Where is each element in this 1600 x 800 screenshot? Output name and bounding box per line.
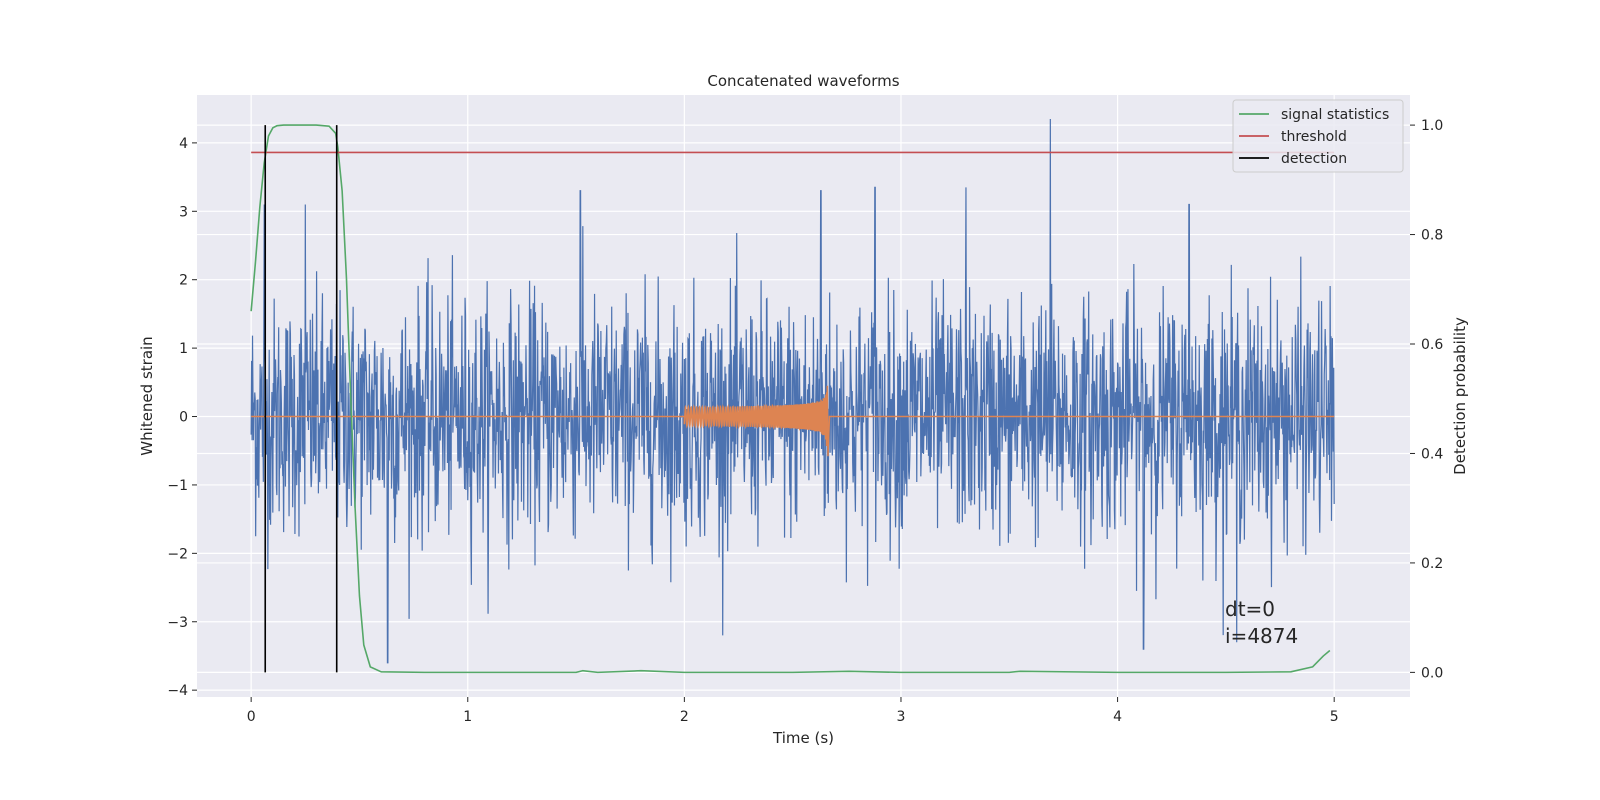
y-tick-label: −3 (167, 615, 188, 631)
chart-title: Concatenated waveforms (707, 72, 899, 90)
y-tick-label: −2 (167, 546, 188, 562)
legend-box (1232, 99, 1404, 173)
legend-label: detection (1281, 151, 1347, 167)
y-right-tick-label: 0.8 (1421, 228, 1443, 244)
y-axis-label-right: Detection probability (1451, 317, 1469, 475)
axes-layer: 0 1 2 3 4 5 −4 −3 −2 −1 0 1 2 3 4 0.0 0.2 0.4 0.6 0.8 1.0 (167, 118, 1443, 725)
chirp-template-line (251, 385, 1335, 457)
legend-label: threshold (1281, 129, 1347, 145)
x-tick-label: 2 (680, 709, 689, 725)
x-tick-label: 5 (1330, 709, 1339, 725)
y-tick-label: 4 (179, 136, 188, 152)
legend-label: signal statistics (1281, 107, 1389, 123)
y-tick-label: 2 (179, 273, 188, 289)
y-tick-label: −4 (167, 683, 188, 699)
x-tick-label: 1 (463, 709, 472, 725)
series-layer (250, 118, 1335, 674)
x-axis-label: Time (s) (772, 729, 834, 747)
annotation-index: i=4874 (1225, 624, 1298, 648)
y-tick-label: 1 (179, 341, 188, 357)
y-tick-label: 3 (179, 204, 188, 220)
y-right-tick-label: 1.0 (1421, 118, 1443, 134)
strain-series-line (250, 118, 1335, 664)
annotation-dt: dt=0 (1225, 597, 1275, 621)
y-right-tick-label: 0.0 (1421, 665, 1443, 681)
y-right-tick-label: 0.4 (1421, 446, 1443, 462)
signal-statistics-line (250, 124, 1331, 674)
y-right-tick-label: 0.6 (1421, 337, 1443, 353)
x-tick-label: 4 (1113, 709, 1122, 725)
y-right-tick-label: 0.2 (1421, 556, 1443, 572)
x-tick-label: 0 (247, 709, 256, 725)
x-tick-label: 3 (897, 709, 906, 725)
y-tick-label: −1 (167, 478, 188, 494)
y-axis-label: Whitened strain (138, 336, 156, 455)
legend: signal statistics threshold detection (1232, 99, 1404, 173)
y-tick-label: 0 (179, 410, 188, 426)
